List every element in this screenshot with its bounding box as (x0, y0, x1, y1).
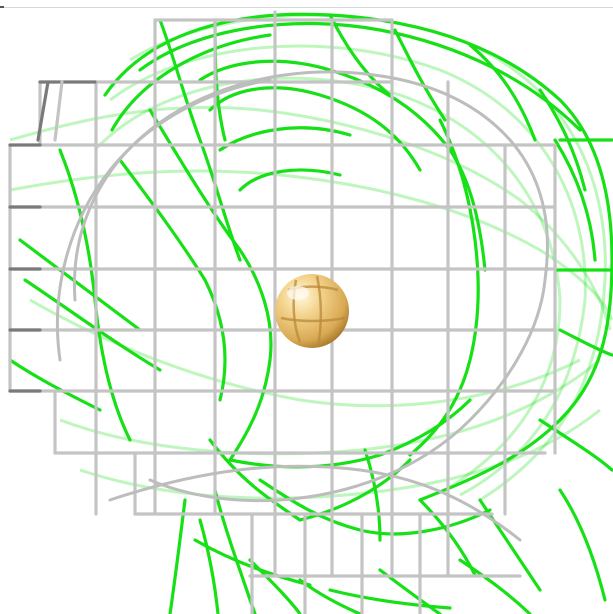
sphere-body[interactable] (275, 274, 349, 348)
viewport-corner-marker (0, 6, 4, 8)
sphere-highlight (287, 286, 309, 300)
head-mesh-back-layer (9, 13, 613, 502)
viewport-top-border (0, 7, 613, 8)
sphere-grid-reflection (280, 275, 346, 347)
center-sphere-marker[interactable] (275, 274, 349, 348)
